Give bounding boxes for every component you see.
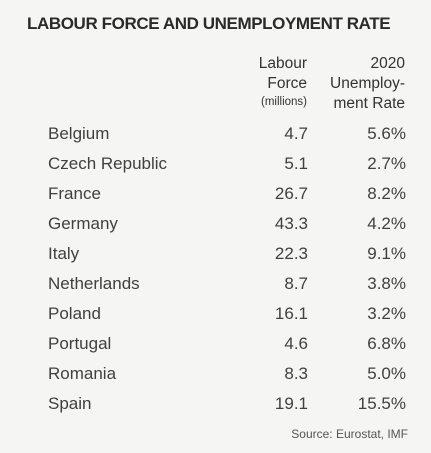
table-row: Czech Republic 5.1 2.7% bbox=[0, 149, 431, 179]
labour-force-cell: 16.1 bbox=[274, 304, 308, 323]
labour-force-header-line-2: Force bbox=[267, 75, 307, 92]
unemployment-rate-cell: 9.1% bbox=[367, 244, 406, 263]
labour-force-cell: 4.6 bbox=[284, 334, 308, 353]
unemployment-rate-cell: 3.8% bbox=[367, 274, 406, 293]
labour-force-header-line-1: Labour bbox=[258, 55, 307, 72]
unemployment-rate-cell: 2.7% bbox=[367, 154, 406, 173]
unemployment-rate-header: 2020 Unemploy- ment Rate bbox=[295, 54, 405, 114]
country-cell: Czech Republic bbox=[48, 154, 168, 173]
labour-force-cell: 8.7 bbox=[284, 274, 308, 293]
unemployment-rate-cell: 5.0% bbox=[367, 364, 406, 383]
unemployment-header-line-3: ment Rate bbox=[333, 95, 405, 112]
country-cell: Belgium bbox=[48, 124, 110, 143]
labour-force-unit: (millions) bbox=[261, 96, 307, 108]
unemployment-rate-cell: 3.2% bbox=[367, 304, 406, 323]
country-cell: Germany bbox=[48, 214, 118, 233]
table-row: Belgium 4.7 5.6% bbox=[0, 119, 431, 149]
unemployment-rate-cell: 5.6% bbox=[367, 124, 406, 143]
labour-force-cell: 19.1 bbox=[274, 394, 308, 413]
table-row: France 26.7 8.2% bbox=[0, 179, 431, 209]
country-cell: Poland bbox=[48, 304, 101, 323]
table-row: Romania 8.3 5.0% bbox=[0, 359, 431, 389]
unemployment-rate-cell: 4.2% bbox=[367, 214, 406, 233]
country-cell: Romania bbox=[48, 364, 117, 383]
labour-force-cell: 22.3 bbox=[274, 244, 308, 263]
table-row: Italy 22.3 9.1% bbox=[0, 239, 431, 269]
unemployment-header-line-2: Unemploy- bbox=[330, 75, 405, 92]
unemployment-rate-cell: 15.5% bbox=[357, 394, 406, 413]
table-title: LABOUR FORCE AND UNEMPLOYMENT RATE bbox=[27, 14, 391, 33]
labour-force-cell: 26.7 bbox=[274, 184, 308, 203]
labour-force-cell: 4.7 bbox=[284, 124, 308, 143]
table-row: Spain 19.1 15.5% bbox=[0, 389, 431, 419]
table-row: Portugal 4.6 6.8% bbox=[0, 329, 431, 359]
table-row: Poland 16.1 3.2% bbox=[0, 299, 431, 329]
country-cell: Spain bbox=[48, 394, 92, 413]
country-cell: Netherlands bbox=[48, 274, 140, 293]
unemployment-header-line-1: 2020 bbox=[370, 55, 405, 72]
labour-force-cell: 8.3 bbox=[284, 364, 308, 383]
country-cell: France bbox=[48, 184, 101, 203]
table-row: Netherlands 8.7 3.8% bbox=[0, 269, 431, 299]
labour-force-cell: 43.3 bbox=[274, 214, 308, 233]
labour-force-cell: 5.1 bbox=[284, 154, 308, 173]
labour-force-header: Labour Force (millions) bbox=[187, 54, 307, 110]
unemployment-rate-cell: 6.8% bbox=[367, 334, 406, 353]
country-cell: Portugal bbox=[48, 334, 112, 353]
country-cell: Italy bbox=[48, 244, 80, 263]
table-row: Germany 43.3 4.2% bbox=[0, 209, 431, 239]
source-note: Source: Eurostat, IMF bbox=[291, 427, 408, 441]
unemployment-rate-cell: 8.2% bbox=[367, 184, 406, 203]
